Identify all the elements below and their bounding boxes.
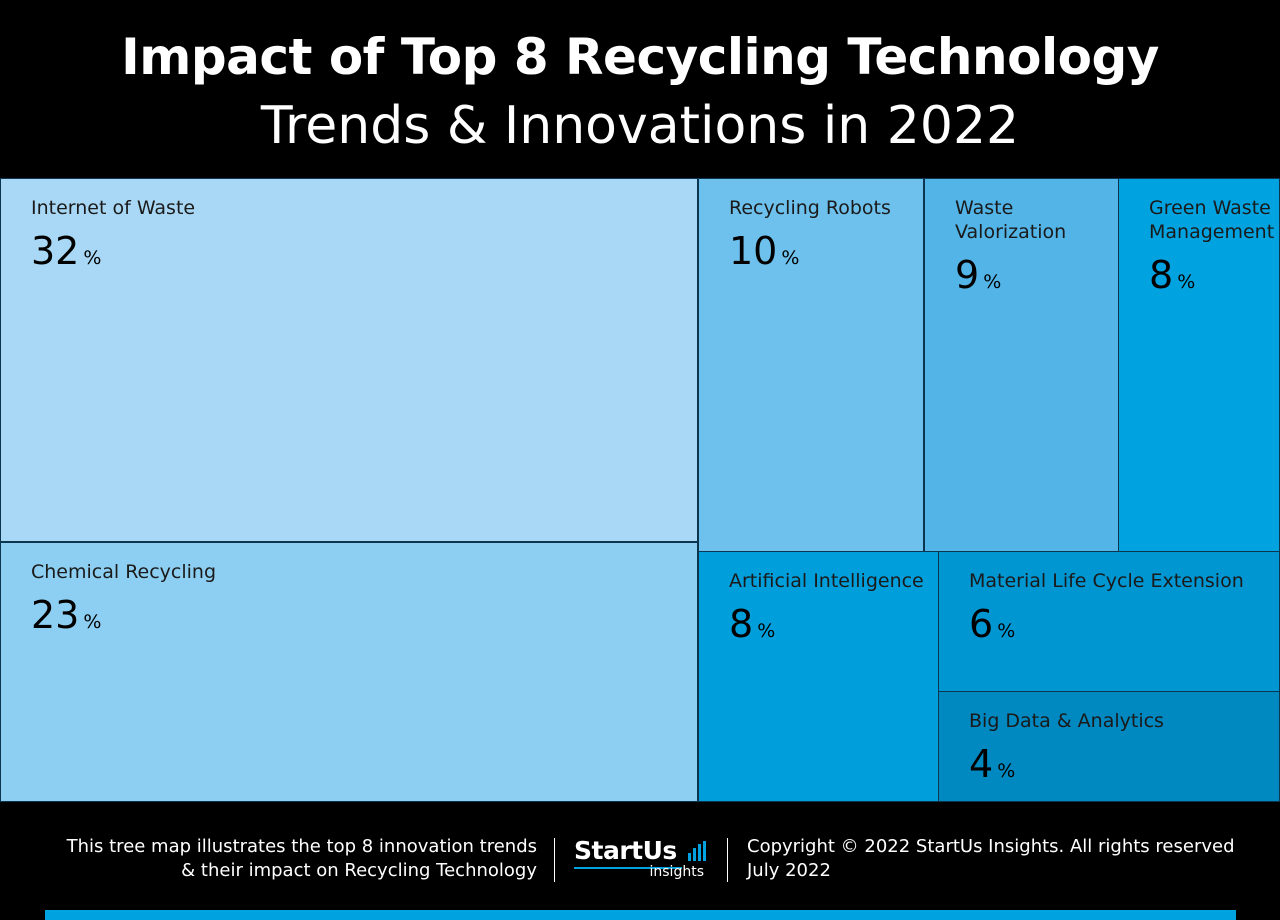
treemap-tile-green-waste-management: Green Waste Management 8% (1118, 178, 1280, 552)
startus-insights-logo: StartUs insights (574, 837, 714, 881)
logo-underline (574, 867, 682, 869)
treemap-tile-value: 23% (31, 593, 101, 637)
treemap-tile-label: Chemical Recycling (31, 561, 217, 583)
treemap-tile-value-unit: % (997, 620, 1016, 642)
bottom-accent-bar (45, 910, 1236, 920)
logo-subtext: insights (649, 864, 705, 880)
treemap-tile-value-unit: % (1177, 271, 1196, 293)
treemap-tile-waste-valorization: Waste Valorization 9% (924, 178, 1119, 552)
treemap-tile-value: 32% (31, 229, 101, 273)
treemap-tile-value-number: 23 (31, 593, 80, 637)
treemap-tile-value: 8% (1149, 253, 1195, 297)
treemap-tile-value: 8% (729, 602, 775, 646)
treemap-tile-value: 4% (969, 742, 1015, 786)
footer-divider-right (727, 838, 728, 882)
treemap-tile-material-life-cycle-extension: Material Life Cycle Extension 6% (938, 551, 1280, 692)
treemap-tile-recycling-robots: Recycling Robots 10% (698, 178, 924, 552)
treemap: Internet of Waste 32% Chemical Recycling 23… (0, 178, 1280, 802)
footer-description-line2: & their impact on Recycling Technology (181, 860, 537, 881)
treemap-tile-chemical-recycling: Chemical Recycling 23% (0, 542, 698, 802)
chart-title: Impact of Top 8 Recycling Technology (121, 28, 1159, 86)
treemap-tile-value-unit: % (983, 271, 1002, 293)
logo-wordmark: StartUs (574, 836, 677, 865)
treemap-tile-label: Artificial Intelligence (729, 570, 924, 592)
footer-copyright-block: Copyright © 2022 StartUs Insights. All r… (747, 835, 1235, 883)
logo-bars-icon (688, 841, 706, 861)
treemap-tile-value: 6% (969, 602, 1015, 646)
treemap-tile-label: Big Data & Analytics (969, 710, 1164, 732)
treemap-tile-value-number: 6 (969, 602, 994, 646)
treemap-tile-value-number: 4 (969, 742, 994, 786)
treemap-tile-value-number: 10 (729, 229, 778, 273)
footer-copyright: Copyright © 2022 StartUs Insights. All r… (747, 836, 1235, 857)
footer-divider-left (554, 838, 555, 882)
treemap-tile-value-number: 8 (1149, 253, 1174, 297)
treemap-tile-big-data-and-analytics: Big Data & Analytics 4% (938, 691, 1280, 802)
chart-header: Impact of Top 8 Recycling Technology Tre… (0, 0, 1280, 178)
treemap-tile-value-unit: % (997, 760, 1016, 782)
treemap-tile-value-number: 8 (729, 602, 754, 646)
treemap-tile-label: Internet of Waste (31, 197, 196, 219)
treemap-tile-value-number: 32 (31, 229, 80, 273)
treemap-tile-label: Material Life Cycle Extension (969, 570, 1244, 592)
footer-description-line1: This tree map illustrates the top 8 inno… (66, 836, 537, 857)
treemap-tile-value-unit: % (83, 247, 102, 269)
treemap-tile-label: Waste Valorization (955, 197, 1067, 243)
treemap-tile-internet-of-waste: Internet of Waste 32% (0, 178, 698, 542)
treemap-tile-value-unit: % (757, 620, 776, 642)
treemap-tile-value-number: 9 (955, 253, 980, 297)
treemap-tile-label: Recycling Robots (729, 197, 891, 219)
footer-date: July 2022 (747, 860, 831, 881)
chart-subtitle: Trends & Innovations in 2022 (260, 96, 1020, 156)
treemap-tile-value: 10% (729, 229, 799, 273)
treemap-tile-value: 9% (955, 253, 1001, 297)
treemap-tile-value-unit: % (781, 247, 800, 269)
treemap-tile-artificial-intelligence: Artificial Intelligence 8% (698, 551, 939, 802)
treemap-tile-label: Green Waste Management (1149, 197, 1275, 243)
footer-description: This tree map illustrates the top 8 inno… (67, 835, 537, 883)
treemap-tile-value-unit: % (83, 611, 102, 633)
